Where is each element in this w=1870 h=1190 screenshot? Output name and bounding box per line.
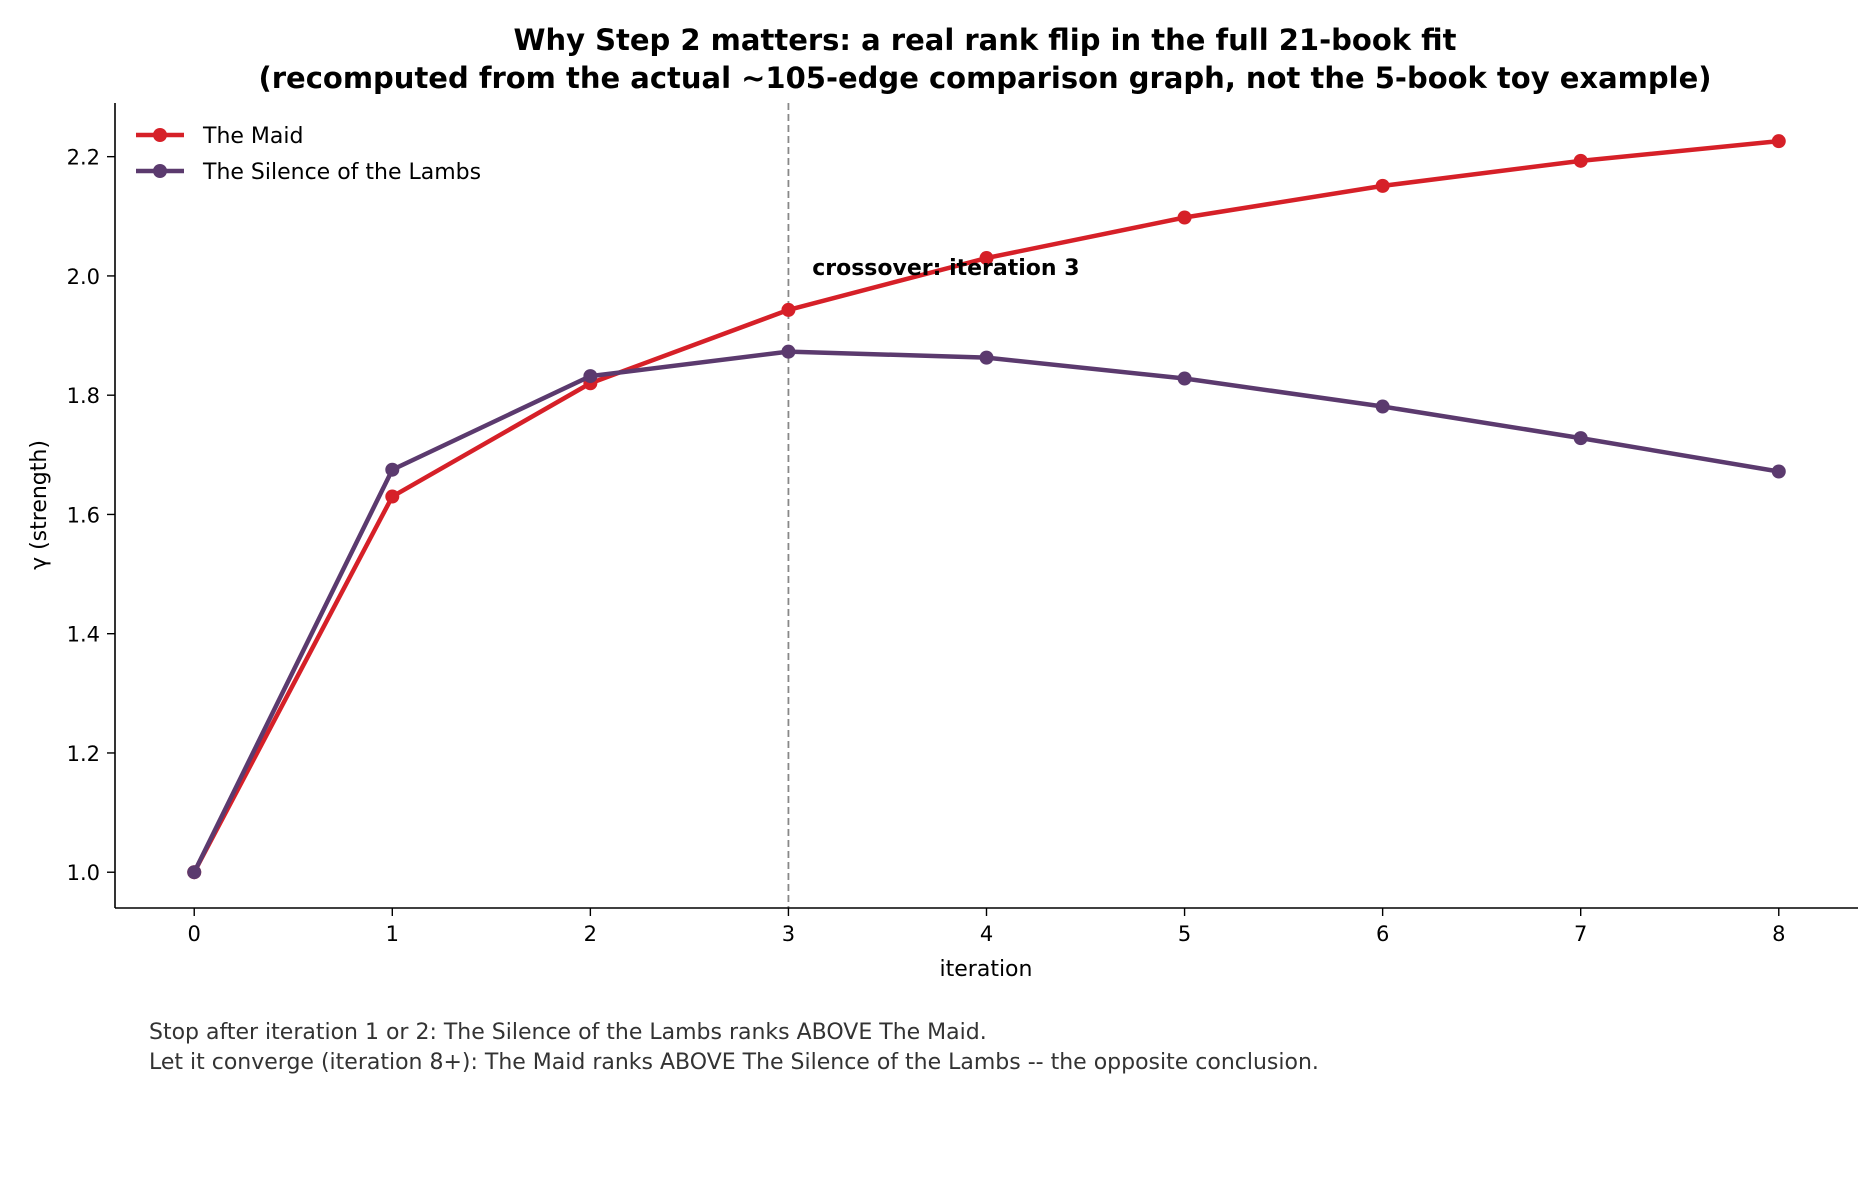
x-tick-label-1: 1 [386, 922, 399, 946]
y-tick-label-6: 2.2 [67, 146, 100, 170]
data-point-the-silence-of-the-lambs-7 [1573, 431, 1588, 446]
x-tick-label-4: 4 [980, 922, 993, 946]
data-point-the-maid-1 [385, 489, 400, 504]
x-tick-label-2: 2 [584, 922, 597, 946]
legend-marker-the-maid [153, 128, 167, 142]
x-tick-label-6: 6 [1376, 922, 1389, 946]
data-point-the-silence-of-the-lambs-3 [781, 344, 796, 359]
data-point-the-maid-3 [781, 302, 796, 317]
data-point-the-silence-of-the-lambs-5 [1177, 371, 1192, 386]
data-point-the-maid-4 [979, 251, 994, 266]
x-tick-label-7: 7 [1574, 922, 1587, 946]
series-line-the-silence-of-the-lambs [191, 349, 1782, 875]
data-point-the-silence-of-the-lambs-8 [1771, 464, 1786, 479]
legend: The Maid The Silence of the Lambs [136, 124, 481, 185]
legend-label-the-maid: The Maid [202, 124, 303, 149]
data-point-the-maid-8 [1771, 134, 1786, 149]
crossover-annotation: crossover: iteration 3 [812, 256, 1079, 281]
data-point-the-maid-6 [1375, 178, 1390, 193]
x-tick-label-8: 8 [1772, 922, 1785, 946]
footnote-line2: Let it converge (iteration 8+): The Maid… [149, 1050, 1319, 1075]
y-tick-label-4: 1.8 [67, 384, 100, 408]
x-tick-label-5: 5 [1178, 922, 1191, 946]
legend-label-silence-of-the-lambs: The Silence of the Lambs [202, 160, 481, 185]
data-point-the-maid-7 [1573, 153, 1588, 168]
data-point-the-silence-of-the-lambs-4 [979, 350, 994, 365]
y-tick-label-1: 1.2 [67, 742, 100, 766]
chart-title-line2: (recomputed from the actual ~105-edge co… [258, 61, 1711, 95]
data-point-the-silence-of-the-lambs-1 [385, 462, 400, 477]
x-ticks: 0 1 2 3 4 5 6 7 8 [188, 908, 1785, 946]
x-axis-label: iteration [940, 957, 1033, 982]
legend-marker-silence-of-the-lambs [153, 164, 167, 178]
y-axis-label: γ (strength) [27, 440, 52, 570]
data-point-the-maid-5 [1177, 210, 1192, 225]
y-tick-label-2: 1.4 [67, 623, 100, 647]
plot-area: crossover: iteration 3 [187, 103, 1786, 908]
y-tick-label-3: 1.6 [67, 503, 100, 527]
y-tick-label-0: 1.0 [67, 861, 100, 885]
series-line-the-maid [191, 138, 1782, 875]
x-tick-label-3: 3 [782, 922, 795, 946]
footnote-line1: Stop after iteration 1 or 2: The Silence… [149, 1020, 987, 1045]
data-point-the-silence-of-the-lambs-0 [187, 865, 202, 880]
chart-title-line1: Why Step 2 matters: a real rank flip in … [514, 23, 1457, 57]
y-ticks: 1.0 1.2 1.4 1.6 1.8 2.0 2.2 [67, 146, 115, 885]
x-tick-label-0: 0 [188, 922, 201, 946]
data-point-the-silence-of-the-lambs-6 [1375, 399, 1390, 414]
data-point-the-silence-of-the-lambs-2 [583, 369, 598, 384]
y-tick-label-5: 2.0 [67, 265, 100, 289]
